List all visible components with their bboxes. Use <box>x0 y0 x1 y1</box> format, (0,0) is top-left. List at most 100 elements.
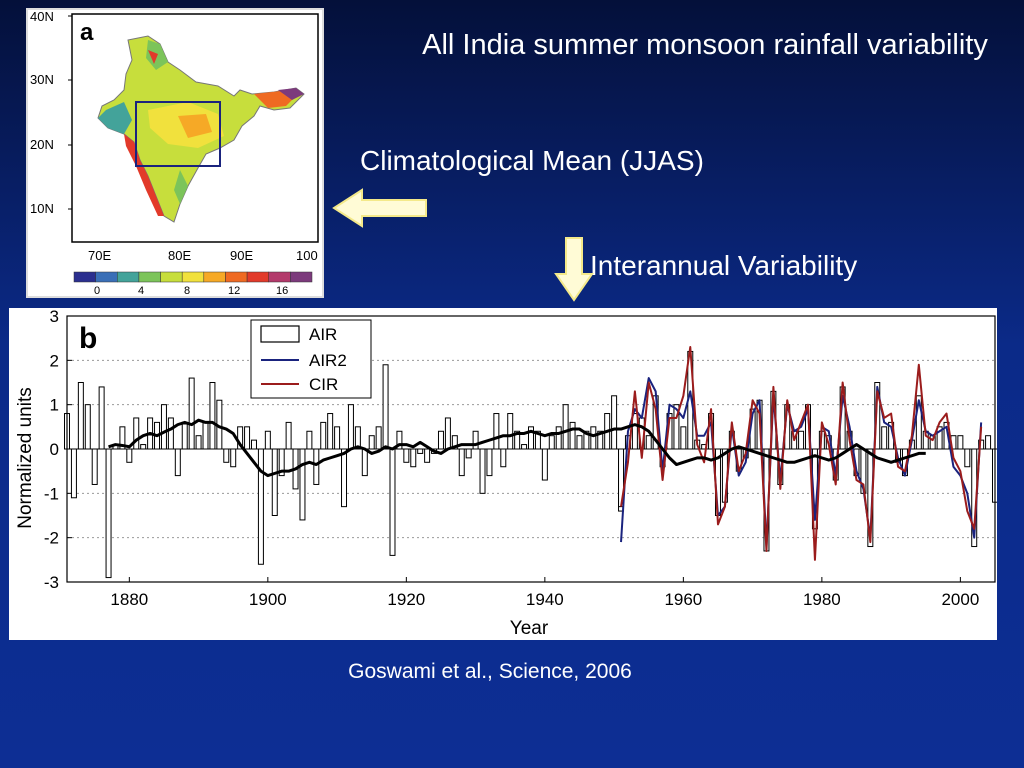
cir-line <box>620 346 983 561</box>
colorbar-segment <box>268 271 291 283</box>
air-bar <box>569 421 576 450</box>
colorbar-tick-0: 0 <box>94 285 100 296</box>
colorbar-tick-16: 16 <box>276 285 288 296</box>
air-bar <box>534 430 541 450</box>
colorbar-segment <box>160 271 183 283</box>
lat-label-20: 20N <box>30 137 54 152</box>
air-bar <box>167 417 174 450</box>
air-bar <box>285 421 292 450</box>
air-bar <box>70 448 77 499</box>
air-bar <box>479 448 486 494</box>
y-tick-label: 1 <box>50 396 59 415</box>
air-bar <box>223 448 230 463</box>
air-bar <box>562 404 569 450</box>
lon-label-90: 90E <box>230 248 253 263</box>
region-box <box>135 101 221 167</box>
lon-label-70: 70E <box>88 248 111 263</box>
air-bar <box>417 448 424 454</box>
air-bar <box>500 448 507 468</box>
air-bar <box>77 382 84 450</box>
variability-label: Interannual Variability <box>590 250 858 281</box>
air-bar <box>576 435 583 450</box>
air-bar <box>465 448 472 459</box>
colorbar-tick-8: 8 <box>184 285 190 296</box>
air-bar <box>507 413 514 450</box>
air-bar <box>645 435 652 450</box>
air-bar <box>673 404 680 450</box>
x-axis-label: Year <box>510 618 549 639</box>
air-bar <box>680 426 687 450</box>
left-arrow-icon <box>332 188 427 228</box>
air-bar <box>278 448 285 477</box>
air-bar <box>160 404 167 450</box>
colorbar-segment <box>138 271 161 283</box>
climatology-label: Climatological Mean (JJAS) <box>360 145 704 176</box>
air-bar <box>174 448 181 477</box>
legend-label-air2: AIR2 <box>309 351 347 370</box>
air-bar <box>347 404 354 450</box>
air-bar <box>631 413 638 450</box>
lat-label-30: 30N <box>30 72 54 87</box>
air-bar <box>458 448 465 477</box>
air-bar <box>985 435 992 450</box>
down-arrow-icon <box>554 237 594 302</box>
air-bar <box>382 364 389 450</box>
air-bar <box>334 426 341 450</box>
lon-label-100: 100 <box>296 248 318 263</box>
air-bar <box>299 448 306 521</box>
air-bar <box>528 426 534 450</box>
air-bar <box>403 448 410 463</box>
smoothed-air-line <box>108 418 926 478</box>
air-bar <box>105 448 112 579</box>
air-bar <box>98 386 105 450</box>
climatology-map-panel: a 40N 30N 20N 10N 70E 80E 90E 100 <box>26 8 324 298</box>
y-tick-label: 3 <box>50 308 59 326</box>
air-bar <box>881 426 888 450</box>
air-bar <box>611 395 618 450</box>
air-bar <box>583 430 590 450</box>
x-tick-label: 1920 <box>387 590 425 609</box>
air-bar <box>521 444 528 450</box>
air-bar <box>410 448 417 468</box>
air-bar <box>541 448 548 481</box>
air-bar <box>354 426 361 450</box>
air-bar <box>798 430 805 450</box>
air-bar <box>209 382 216 450</box>
air-bar <box>368 435 375 450</box>
rainfall-chart-panel: 3 2 1 0 -1 -2 -3 1880 1900 1920 1940 1960 1980 2000 … <box>9 307 998 640</box>
y-tick-label: -3 <box>44 573 59 592</box>
air-bar <box>957 435 964 450</box>
colorbar-segment <box>246 271 269 283</box>
colorbar-segment <box>95 271 118 283</box>
colorbar-segment <box>203 271 226 283</box>
air-bar <box>306 430 313 450</box>
air-bar <box>119 426 126 450</box>
air-bar <box>313 448 320 485</box>
air-bar <box>396 430 403 450</box>
air-bar <box>437 430 444 450</box>
air-bar <box>341 448 348 508</box>
colorbar-segment <box>117 271 140 283</box>
lat-label-40: 40N <box>30 10 54 24</box>
colorbar-segment <box>290 271 313 283</box>
air-bar <box>590 426 597 450</box>
air-bar <box>424 448 431 463</box>
air-bar <box>389 448 396 556</box>
legend: AIR AIR2 CIR <box>250 319 372 399</box>
y-tick-label: -1 <box>44 484 59 503</box>
x-tick-label: 1880 <box>110 590 148 609</box>
air-bar <box>126 448 133 463</box>
chart-panel-letter: b <box>79 322 97 355</box>
y-tick-label: 2 <box>50 351 59 370</box>
colorbar-tick-12: 12 <box>228 285 240 296</box>
air-bar <box>91 448 98 485</box>
air-bar <box>548 435 555 450</box>
y-tick-label: 0 <box>50 440 59 459</box>
air-bar <box>327 413 334 450</box>
air-bar <box>936 426 943 450</box>
air-bar <box>361 448 368 477</box>
air-bar <box>915 395 922 450</box>
air-bar <box>514 430 521 450</box>
air-bar <box>444 417 451 450</box>
air-bar <box>181 421 188 450</box>
